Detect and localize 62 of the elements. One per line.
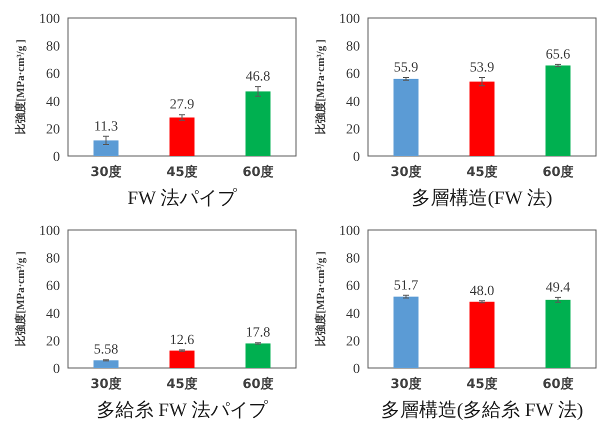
x-tick-label: 45度 [166,164,198,180]
y-tick-label: 20 [46,122,60,138]
data-label: 51.7 [394,278,418,294]
x-tick-label: 30度 [90,376,122,392]
data-label: 5.58 [94,342,118,358]
data-label: 27.9 [170,98,194,113]
y-tick-label: 60 [346,279,360,294]
text: FW 法パイプ [128,188,238,209]
y-tick-label: 40 [346,94,360,110]
x-tick-label: 30度 [90,164,122,180]
bar [170,350,194,368]
data-label: 17.8 [246,326,270,341]
y-axis-title: 比強度[MPa·cm³/g ] [314,39,327,135]
data-label: 53.9 [470,60,494,76]
y-tick-label: 80 [346,252,360,267]
y-tick-label: 60 [346,67,360,82]
x-tick-label: 30度 [390,376,422,392]
data-label: 12.6 [170,332,194,348]
data-label: 11.3 [94,119,118,134]
y-tick-label: 80 [346,40,360,55]
x-tick-label: 30度 [390,164,422,180]
text: 多層構造(FW 法) [412,188,552,209]
data-label: 49.4 [546,280,570,296]
x-tick-label: 60度 [542,376,574,392]
data-label: 65.6 [546,47,570,62]
data-label: 48.0 [470,284,494,299]
y-axis-title: 比強度[MPa·cm³/g ] [314,251,327,347]
bar [246,91,270,156]
data-label: 55.9 [394,60,418,76]
y-tick-label: 100 [339,224,360,239]
y-tick-label: 100 [39,224,60,239]
y-tick-label: 40 [46,94,60,110]
y-tick-label: 80 [46,40,60,55]
text: 多給糸 FW 法パイプ [96,400,268,421]
y-tick-label: 20 [346,334,360,350]
y-tick-label: 60 [46,67,60,82]
y-tick-label: 0 [53,150,60,165]
y-tick-label: 0 [353,362,360,377]
y-tick-label: 0 [353,150,360,165]
x-tick-label: 60度 [242,164,274,180]
y-tick-label: 80 [46,252,60,267]
y-tick-label: 20 [346,122,360,138]
bar [246,343,270,368]
x-tick-label: 45度 [466,376,498,392]
x-tick-label: 45度 [466,164,498,180]
y-tick-label: 100 [39,12,60,27]
y-tick-label: 0 [53,362,60,377]
text: 多層構造(多給糸 FW 法) [380,400,584,421]
bar [94,360,118,368]
y-axis-title: 比強度[MPa·cm³/g ] [14,251,27,347]
x-tick-label: 60度 [542,164,574,180]
y-tick-label: 40 [346,306,360,322]
y-axis-title: 比強度[MPa·cm³/g ] [14,39,27,135]
x-tick-label: 60度 [242,376,274,392]
bar [170,118,194,156]
y-tick-label: 40 [46,306,60,322]
bar [94,140,118,156]
data-label: 46.8 [246,70,270,85]
x-tick-label: 45度 [166,376,198,392]
y-tick-label: 60 [46,279,60,294]
y-tick-label: 20 [46,334,60,350]
y-tick-label: 100 [339,12,360,27]
